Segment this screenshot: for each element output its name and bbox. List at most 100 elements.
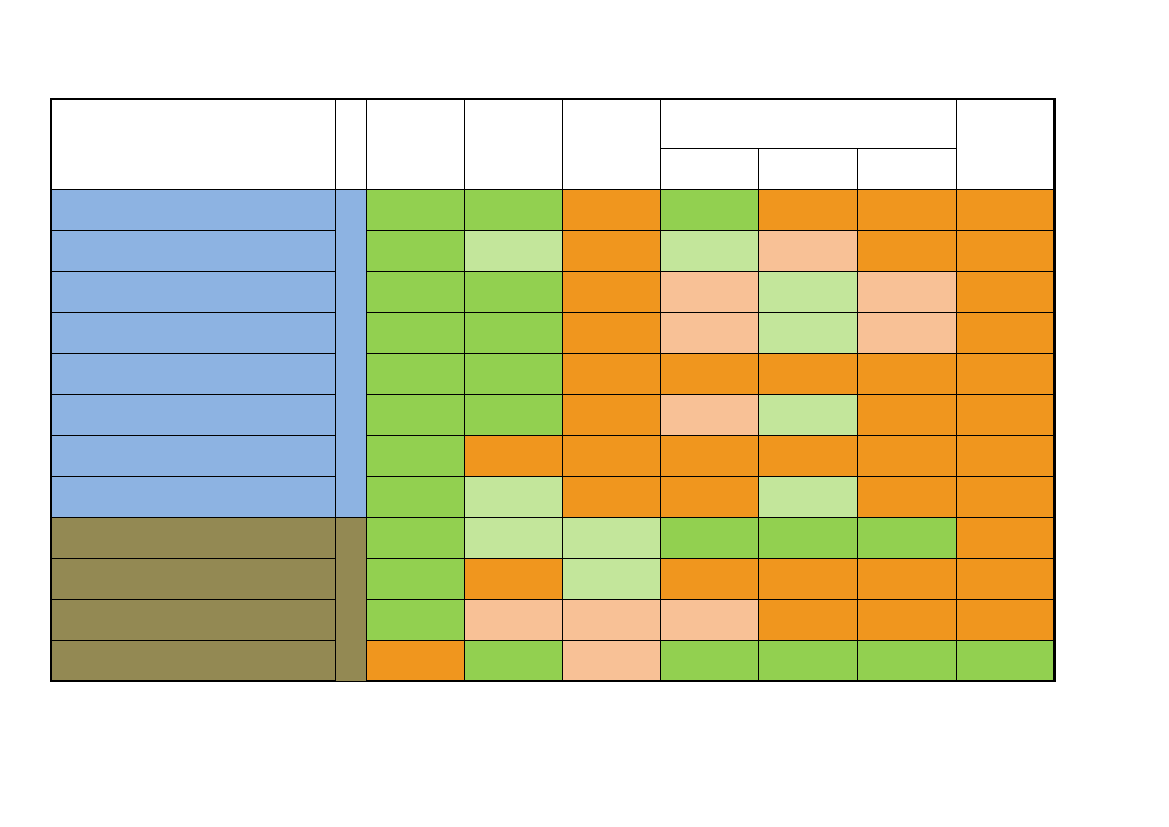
matrix-cell-r7-c4 — [660, 435, 759, 477]
matrix-cell-r1-c5 — [758, 189, 858, 231]
matrix-cell-r4-c2 — [464, 312, 563, 354]
matrix-cell-r12-c7 — [956, 640, 1056, 682]
matrix-cell-r10-c5 — [758, 558, 858, 600]
header-column-1 — [366, 98, 465, 190]
matrix-cell-r9-c6 — [857, 517, 957, 559]
matrix-cell-r5-c2 — [464, 353, 563, 395]
row-label-5 — [50, 353, 336, 395]
matrix-cell-r10-c4 — [660, 558, 759, 600]
row-label-9 — [50, 517, 336, 559]
row-label-4 — [50, 312, 336, 354]
matrix-cell-r12-c6 — [857, 640, 957, 682]
matrix-cell-r3-c5 — [758, 271, 858, 313]
matrix-cell-r3-c4 — [660, 271, 759, 313]
matrix-cell-r8-c4 — [660, 476, 759, 518]
matrix-cell-r3-c3 — [562, 271, 661, 313]
group-olive-bar — [335, 517, 367, 682]
matrix-cell-r11-c5 — [758, 599, 858, 641]
matrix-cell-r2-c6 — [857, 230, 957, 272]
header-subcolumn-3 — [857, 148, 957, 190]
matrix-cell-r11-c7 — [956, 599, 1056, 641]
matrix-cell-r1-c7 — [956, 189, 1056, 231]
matrix-cell-r11-c6 — [857, 599, 957, 641]
matrix-cell-r4-c7 — [956, 312, 1056, 354]
matrix-cell-r7-c6 — [857, 435, 957, 477]
matrix-cell-r10-c6 — [857, 558, 957, 600]
matrix-cell-r2-c5 — [758, 230, 858, 272]
matrix-cell-r2-c3 — [562, 230, 661, 272]
matrix-cell-r5-c6 — [857, 353, 957, 395]
group-blue-bar — [335, 189, 367, 518]
matrix-cell-r5-c1 — [366, 353, 465, 395]
matrix-cell-r12-c5 — [758, 640, 858, 682]
row-label-7 — [50, 435, 336, 477]
matrix-cell-r6-c7 — [956, 394, 1056, 436]
matrix-cell-r11-c3 — [562, 599, 661, 641]
header-subcolumn-1 — [660, 148, 759, 190]
matrix-cell-r12-c3 — [562, 640, 661, 682]
matrix-cell-r6-c3 — [562, 394, 661, 436]
header-column-3 — [562, 98, 661, 190]
matrix-cell-r7-c2 — [464, 435, 563, 477]
matrix-cell-r8-c7 — [956, 476, 1056, 518]
matrix-cell-r1-c4 — [660, 189, 759, 231]
header-group-column — [335, 98, 367, 190]
matrix-cell-r9-c5 — [758, 517, 858, 559]
header-column-2 — [464, 98, 563, 190]
matrix-cell-r11-c2 — [464, 599, 563, 641]
matrix-cell-r6-c5 — [758, 394, 858, 436]
matrix-cell-r1-c6 — [857, 189, 957, 231]
matrix-cell-r10-c2 — [464, 558, 563, 600]
matrix-cell-r3-c7 — [956, 271, 1056, 313]
matrix-cell-r1-c1 — [366, 189, 465, 231]
matrix-cell-r4-c3 — [562, 312, 661, 354]
row-label-1 — [50, 189, 336, 231]
matrix-cell-r8-c6 — [857, 476, 957, 518]
matrix-cell-r9-c3 — [562, 517, 661, 559]
matrix-cell-r4-c4 — [660, 312, 759, 354]
matrix-cell-r3-c2 — [464, 271, 563, 313]
matrix-cell-r8-c5 — [758, 476, 858, 518]
matrix-cell-r8-c1 — [366, 476, 465, 518]
matrix-cell-r7-c7 — [956, 435, 1056, 477]
row-label-2 — [50, 230, 336, 272]
matrix-cell-r2-c4 — [660, 230, 759, 272]
matrix-cell-r6-c4 — [660, 394, 759, 436]
row-label-8 — [50, 476, 336, 518]
matrix-cell-r8-c3 — [562, 476, 661, 518]
matrix-cell-r9-c4 — [660, 517, 759, 559]
matrix-cell-r11-c4 — [660, 599, 759, 641]
matrix-cell-r5-c3 — [562, 353, 661, 395]
header-subcolumn-2 — [758, 148, 858, 190]
matrix-cell-r4-c1 — [366, 312, 465, 354]
header-label-column — [50, 98, 336, 190]
matrix-cell-r7-c1 — [366, 435, 465, 477]
matrix-cell-r10-c1 — [366, 558, 465, 600]
matrix-cell-r8-c2 — [464, 476, 563, 518]
matrix-cell-r12-c4 — [660, 640, 759, 682]
matrix-cell-r5-c7 — [956, 353, 1056, 395]
matrix-cell-r3-c1 — [366, 271, 465, 313]
matrix-cell-r9-c1 — [366, 517, 465, 559]
row-label-11 — [50, 599, 336, 641]
matrix-cell-r9-c2 — [464, 517, 563, 559]
matrix-cell-r11-c1 — [366, 599, 465, 641]
matrix-cell-r6-c2 — [464, 394, 563, 436]
matrix-cell-r4-c5 — [758, 312, 858, 354]
matrix-cell-r7-c5 — [758, 435, 858, 477]
matrix-cell-r2-c1 — [366, 230, 465, 272]
matrix-cell-r12-c1 — [366, 640, 465, 682]
matrix-cell-r5-c4 — [660, 353, 759, 395]
header-merged-group — [660, 98, 957, 149]
matrix-cell-r9-c7 — [956, 517, 1056, 559]
row-label-12 — [50, 640, 336, 682]
row-label-10 — [50, 558, 336, 600]
matrix-cell-r10-c7 — [956, 558, 1056, 600]
matrix-cell-r5-c5 — [758, 353, 858, 395]
matrix-cell-r6-c6 — [857, 394, 957, 436]
row-label-6 — [50, 394, 336, 436]
header-column-7 — [956, 98, 1056, 190]
matrix-cell-r3-c6 — [857, 271, 957, 313]
matrix-cell-r4-c6 — [857, 312, 957, 354]
matrix-cell-r6-c1 — [366, 394, 465, 436]
